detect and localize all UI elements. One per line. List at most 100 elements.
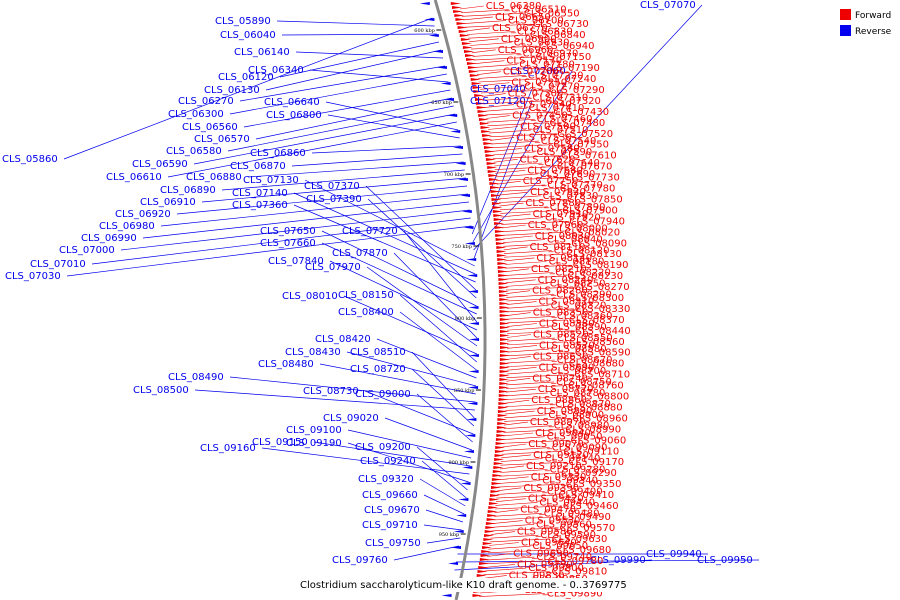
reverse-gene-label[interactable]: CLS_08010: [282, 291, 338, 302]
forward-gene-label[interactable]: CLS_09090: [552, 443, 608, 454]
forward-gene-label[interactable]: CLS_09210: [526, 461, 582, 472]
reverse-gene-label[interactable]: CLS_07660: [260, 238, 316, 249]
forward-gene-label[interactable]: CLS_06510: [511, 5, 567, 16]
forward-gene-label[interactable]: CLS_07180: [519, 59, 575, 70]
reverse-gene-label[interactable]: CLS_06610: [106, 172, 162, 183]
forward-gene-label[interactable]: CLS_07770: [547, 180, 603, 191]
forward-gene-label[interactable]: CLS_08300: [568, 293, 624, 304]
forward-gene-label[interactable]: CLS_07500: [520, 122, 576, 133]
forward-gene-label[interactable]: CLS_07540: [541, 136, 597, 147]
forward-gene-label[interactable]: CLS_07590: [537, 147, 593, 158]
forward-gene-label[interactable]: CLS_08770: [538, 384, 594, 395]
forward-gene-label[interactable]: CLS_08710: [574, 370, 630, 381]
forward-gene-label[interactable]: CLS_08700: [551, 366, 607, 377]
forward-gene-label[interactable]: CLS_08520: [533, 330, 589, 341]
reverse-gene-label[interactable]: CLS_08510: [350, 347, 406, 358]
reverse-gene-label[interactable]: CLS_07720: [342, 226, 398, 237]
forward-gene-label[interactable]: CLS_07240: [541, 74, 597, 85]
forward-gene-label[interactable]: CLS_07670: [557, 162, 613, 173]
forward-gene-label[interactable]: CLS_08020: [564, 227, 620, 238]
forward-gene-label[interactable]: CLS_08870: [555, 399, 611, 410]
reverse-gene-label[interactable]: CLS_06130: [204, 85, 260, 96]
forward-gene-label[interactable]: CLS_08280: [532, 286, 588, 297]
forward-gene-label[interactable]: CLS_09410: [558, 490, 614, 501]
reverse-gene-label[interactable]: CLS_06860: [250, 148, 306, 159]
forward-gene-label[interactable]: CLS_08290: [556, 289, 612, 300]
forward-gene-label[interactable]: CLS_08560: [569, 337, 625, 348]
forward-gene-label[interactable]: CLS_07880: [525, 198, 581, 209]
reverse-gene-label[interactable]: CLS_08500: [133, 385, 189, 396]
forward-gene-label[interactable]: CLS_08320: [551, 300, 607, 311]
forward-gene-label[interactable]: CLS_07250: [511, 78, 567, 89]
forward-gene-label[interactable]: CLS_07310: [533, 92, 589, 103]
forward-gene-label[interactable]: CLS_08680: [569, 359, 625, 370]
forward-gene-label[interactable]: CLS_08270: [574, 282, 630, 293]
forward-gene-label[interactable]: CLS_06730: [533, 19, 589, 30]
reverse-gene-label[interactable]: CLS_06580: [166, 146, 222, 157]
forward-gene-label[interactable]: CLS_09890: [547, 589, 603, 600]
forward-gene-label[interactable]: CLS_07520: [557, 129, 613, 140]
forward-gene-label[interactable]: CLS_09340: [542, 476, 598, 487]
forward-gene-label[interactable]: CLS_08980: [554, 421, 610, 432]
reverse-gene-label[interactable]: CLS_07390: [306, 194, 362, 205]
reverse-gene-label[interactable]: CLS_09760: [332, 555, 388, 566]
reverse-gene-label[interactable]: CLS_06870: [230, 161, 286, 172]
forward-gene-label[interactable]: CLS_08310: [539, 297, 595, 308]
forward-gene-label[interactable]: CLS_07690: [540, 169, 596, 180]
forward-gene-label[interactable]: CLS_08670: [557, 355, 613, 366]
forward-gene-label[interactable]: CLS_09170: [568, 457, 624, 468]
forward-gene-label[interactable]: CLS_08800: [574, 392, 630, 403]
reverse-gene-label[interactable]: CLS_09710: [362, 520, 418, 531]
forward-gene-label[interactable]: CLS_09570: [560, 523, 616, 534]
forward-gene-label[interactable]: CLS_08140: [536, 253, 592, 264]
forward-gene-label[interactable]: CLS_09780: [548, 556, 604, 567]
forward-gene-label[interactable]: CLS_08380: [539, 319, 595, 330]
forward-gene-label[interactable]: CLS_08440: [575, 326, 631, 337]
forward-gene-label[interactable]: CLS_09740: [536, 552, 592, 563]
forward-gene-label[interactable]: CLS_08090: [571, 238, 627, 249]
reverse-gene-label[interactable]: CLS_09750: [365, 538, 421, 549]
forward-gene-label[interactable]: CLS_08390: [551, 322, 607, 333]
forward-gene-label[interactable]: CLS_09050: [547, 432, 603, 443]
forward-gene-label[interactable]: CLS_07850: [567, 195, 623, 206]
reverse-gene-label[interactable]: CLS_09200: [355, 442, 411, 453]
reverse-gene-label[interactable]: CLS_09940: [646, 549, 702, 560]
forward-gene-label[interactable]: CLS_08210: [531, 264, 587, 275]
reverse-gene-label[interactable]: CLS_06120: [218, 72, 274, 83]
forward-gene-label[interactable]: CLS_09460: [563, 501, 619, 512]
forward-gene-label[interactable]: CLS_08690: [539, 362, 595, 373]
forward-gene-label[interactable]: CLS_07300: [508, 89, 564, 100]
reverse-gene-label[interactable]: CLS_09160: [200, 443, 256, 454]
forward-gene-label[interactable]: CLS_09290: [561, 468, 617, 479]
forward-gene-label[interactable]: CLS_08330: [575, 304, 631, 315]
forward-gene-label[interactable]: CLS_09330: [531, 472, 587, 483]
forward-gene-label[interactable]: CLS_06650: [495, 12, 551, 23]
reverse-gene-label[interactable]: CLS_06800: [266, 110, 322, 121]
forward-gene-label[interactable]: CLS_09810: [552, 567, 608, 578]
forward-gene-label[interactable]: CLS_08230: [567, 271, 623, 282]
reverse-gene-label[interactable]: CLS_08730: [303, 386, 359, 397]
reverse-gene-label[interactable]: CLS_07840: [268, 256, 324, 267]
forward-gene-label[interactable]: CLS_08130: [566, 249, 622, 260]
reverse-gene-label[interactable]: CLS_08490: [168, 372, 224, 383]
forward-gene-label[interactable]: CLS_09440: [539, 497, 595, 508]
reverse-gene-label[interactable]: CLS_07060: [510, 66, 566, 77]
forward-gene-label[interactable]: CLS_06700: [508, 16, 564, 27]
forward-gene-label[interactable]: CLS_06770: [492, 23, 548, 34]
forward-gene-label[interactable]: CLS_09280: [550, 465, 606, 476]
forward-gene-label[interactable]: CLS_07940: [569, 216, 625, 227]
forward-gene-label[interactable]: CLS_09530: [525, 516, 581, 527]
forward-gene-label[interactable]: CLS_07270: [524, 81, 580, 92]
forward-gene-label[interactable]: CLS_06940: [539, 41, 595, 52]
reverse-gene-label[interactable]: CLS_07650: [260, 226, 316, 237]
reverse-gene-label[interactable]: CLS_06880: [186, 172, 242, 183]
forward-gene-label[interactable]: CLS_07680: [527, 165, 583, 176]
forward-gene-label[interactable]: CLS_08250: [550, 278, 606, 289]
reverse-gene-label[interactable]: CLS_06270: [178, 96, 234, 107]
forward-gene-label[interactable]: CLS_09400: [547, 486, 603, 497]
forward-gene-label[interactable]: CLS_08970: [530, 417, 586, 428]
forward-gene-label[interactable]: CLS_09640: [521, 538, 577, 549]
forward-gene-label[interactable]: CLS_09480: [544, 508, 600, 519]
reverse-gene-label[interactable]: CLS_06980: [99, 221, 155, 232]
forward-gene-label[interactable]: CLS_06380: [486, 1, 542, 12]
